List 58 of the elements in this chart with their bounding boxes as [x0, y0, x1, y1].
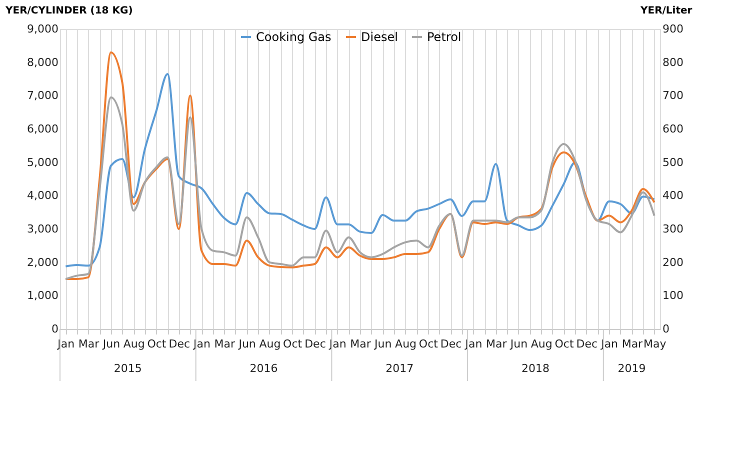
y-tick-label: 3,000: [27, 222, 58, 236]
y2-tick-label: 500: [662, 156, 684, 169]
x-tick-label: Dec: [304, 338, 326, 350]
y-tick-label: 8,000: [27, 56, 58, 69]
x-tick-label: Jan: [464, 338, 482, 350]
x-tick-label: Oct: [554, 338, 574, 350]
y-tick-label: 1,000: [27, 289, 58, 302]
text: 2015: [114, 362, 142, 375]
y2-tick-label: 800: [662, 56, 684, 69]
x-tick-label: Dec: [168, 338, 190, 350]
legend-label: Cooking Gas: [256, 30, 332, 44]
y2-tick-label: 900: [662, 22, 684, 36]
y2-tick-label: 400: [662, 189, 684, 202]
x-tick-label: Jan: [192, 338, 211, 350]
legend-label: Diesel: [361, 30, 398, 44]
x-tick-label: Aug: [530, 338, 552, 350]
x-tick-label: May: [643, 338, 667, 350]
y2-tick-label: 700: [662, 89, 684, 102]
x-tick-label: Mar: [622, 338, 644, 350]
x-tick-label: Jun: [238, 338, 256, 350]
y-tick-label: 6,000: [27, 122, 58, 136]
y-tick-label: 7,000: [27, 89, 58, 102]
x-tick-label: Oct: [147, 338, 167, 350]
y-tick-label: 0: [52, 322, 58, 336]
line-series: [64, 96, 656, 280]
x-tick-label: Oct: [418, 338, 439, 350]
x-tick-label: Mar: [214, 338, 236, 350]
legend-label: Petrol: [427, 30, 462, 44]
x-tick-label: Jun: [509, 338, 528, 350]
y2-tick-label: 200: [662, 256, 684, 269]
x-tick-label: Mar: [350, 338, 372, 350]
text: 2018: [521, 362, 550, 375]
y2-tick-label: 300: [662, 222, 684, 236]
y-tick-label: 4,000: [27, 189, 58, 202]
x-tick-label: Dec: [576, 338, 598, 350]
y-axis-title: YER/CYLINDER (18 KG): [4, 6, 133, 16]
x-tick-label: Mar: [78, 338, 100, 350]
y-tick-label: 5,000: [27, 156, 58, 169]
line-series: [64, 51, 656, 280]
x-tick-label: Jun: [374, 338, 392, 350]
x-tick-label: Aug: [395, 338, 417, 350]
x-tick-label: Dec: [440, 338, 462, 350]
y2-tick-label: 0: [662, 322, 670, 336]
text: 2019: [618, 362, 646, 375]
line-series: [64, 73, 656, 268]
text: 2017: [386, 362, 414, 375]
y-tick-label: 9,000: [27, 22, 58, 36]
text: 2016: [250, 362, 278, 375]
x-tick-label: Aug: [123, 338, 145, 350]
x-tick-label: Jun: [102, 338, 120, 350]
y2-axis-title: YER/Liter: [640, 6, 692, 16]
y2-tick-label: 600: [662, 122, 684, 136]
x-tick-label: Aug: [259, 338, 281, 350]
x-tick-label: Mar: [486, 338, 508, 350]
x-tick-label: Jan: [328, 338, 346, 350]
y2-tick-label: 100: [662, 289, 684, 302]
x-tick-label: Oct: [283, 338, 303, 350]
y-tick-label: 2,000: [27, 256, 58, 269]
